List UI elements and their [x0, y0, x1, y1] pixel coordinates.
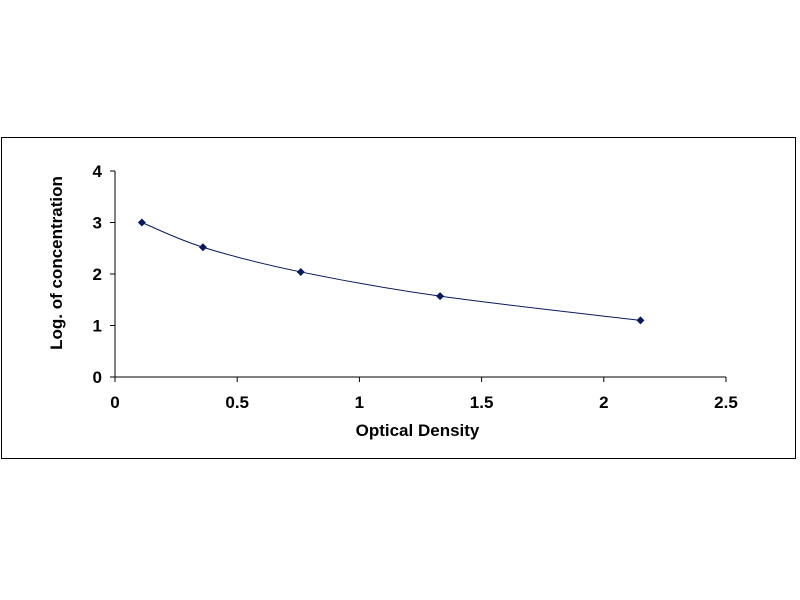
y-tick-label: 3	[93, 214, 102, 233]
x-tick-label: 2	[599, 393, 608, 412]
x-axis-title: Optical Density	[356, 421, 480, 440]
y-tick-label: 0	[93, 368, 102, 387]
x-tick-label: 0.5	[225, 393, 249, 412]
x-ticks: 0 0.5 1 1.5 2 2.5	[110, 377, 738, 412]
data-point	[636, 316, 645, 325]
chart-svg: 0 1 2 3 4 0 0.5 1 1.5 2 2.5 Optical Density Log. …	[47, 162, 738, 440]
y-tick-label: 2	[93, 265, 102, 284]
y-ticks: 0 1 2 3 4	[93, 162, 115, 387]
y-tick-label: 1	[93, 317, 102, 336]
data-markers	[137, 218, 645, 325]
y-axis-title: Log. of concentration	[47, 176, 66, 350]
chart-frame: 0 1 2 3 4 0 0.5 1 1.5 2 2.5 Optical Density Log. …	[1, 137, 796, 459]
chart-axes	[114, 171, 726, 378]
y-tick-label: 4	[93, 162, 103, 181]
x-tick-label: 0	[110, 393, 119, 412]
data-point	[296, 267, 305, 276]
x-tick-label: 1.5	[470, 393, 494, 412]
x-tick-label: 1	[355, 393, 364, 412]
data-point	[137, 218, 146, 227]
data-point	[436, 292, 445, 301]
x-tick-label: 2.5	[714, 393, 738, 412]
data-point	[198, 243, 207, 252]
trend-line	[141, 222, 641, 321]
